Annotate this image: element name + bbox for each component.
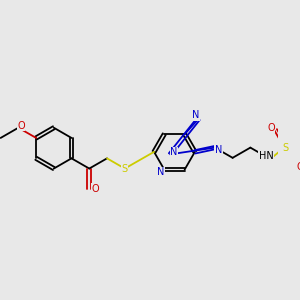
Text: N: N	[157, 167, 164, 177]
Text: S: S	[122, 164, 128, 174]
Text: N: N	[170, 148, 178, 158]
Text: O: O	[17, 121, 25, 131]
Text: S: S	[283, 142, 289, 153]
Text: O: O	[92, 184, 100, 194]
Text: HN: HN	[259, 151, 274, 161]
Text: O: O	[267, 123, 275, 133]
Text: O: O	[297, 162, 300, 172]
Text: N: N	[192, 110, 199, 120]
Text: N: N	[215, 146, 222, 155]
